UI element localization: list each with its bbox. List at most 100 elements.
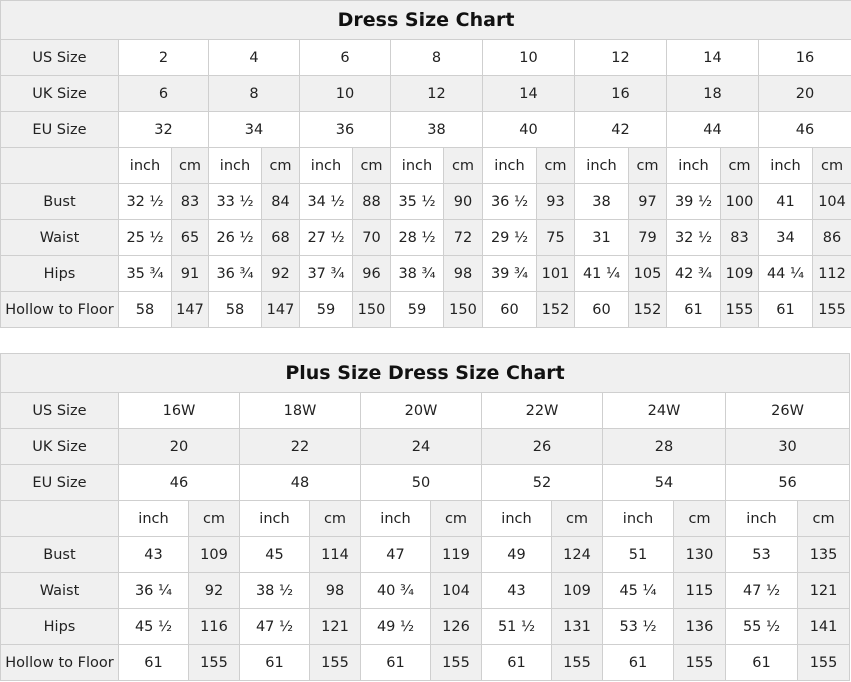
- uk-size-cell: 20: [118, 428, 240, 465]
- value-cm: 155: [673, 644, 726, 681]
- unit-cm: cm: [628, 147, 667, 184]
- value-inch: 47 ½: [239, 608, 310, 645]
- unit-row: inch cm inch cm inch cm inch cm inch cm inch cm: [0, 500, 851, 537]
- uk-size-cell: 14: [482, 75, 575, 112]
- uk-size-cell: 8: [208, 75, 300, 112]
- row-label-empty: [0, 147, 119, 184]
- uk-size-cell: 22: [239, 428, 361, 465]
- uk-size-row: UK Size 6 8 10 12 14 16 18 20: [0, 75, 851, 112]
- value-cm: 92: [261, 255, 300, 292]
- measure-row: Bust 43 109 45 114 47 119 49 124 51 130 53 135: [0, 536, 851, 573]
- unit-cm: cm: [673, 500, 726, 537]
- eu-size-cell: 32: [118, 111, 209, 148]
- value-cm: 96: [352, 255, 391, 292]
- value-inch: 37 ¾: [299, 255, 353, 292]
- us-size-cell: 24W: [602, 392, 726, 429]
- value-cm: 131: [551, 608, 603, 645]
- us-size-cell: 22W: [481, 392, 603, 429]
- value-inch: 33 ½: [208, 183, 262, 220]
- value-inch: 34 ½: [299, 183, 353, 220]
- us-size-cell: 20W: [360, 392, 482, 429]
- value-cm: 109: [720, 255, 759, 292]
- value-cm: 93: [536, 183, 575, 220]
- eu-size-row: EU Size 32 34 36 38 40 42 44 46: [0, 111, 851, 148]
- eu-size-cell: 38: [390, 111, 483, 148]
- value-cm: 152: [536, 291, 575, 328]
- unit-inch: inch: [602, 500, 674, 537]
- value-cm: 84: [261, 183, 300, 220]
- value-inch: 45 ½: [118, 608, 189, 645]
- value-inch: 61: [758, 291, 813, 328]
- value-inch: 41: [758, 183, 813, 220]
- value-inch: 53 ½: [602, 608, 674, 645]
- unit-inch: inch: [390, 147, 444, 184]
- value-cm: 100: [720, 183, 759, 220]
- value-cm: 98: [309, 572, 361, 609]
- value-cm: 98: [443, 255, 483, 292]
- value-inch: 29 ½: [482, 219, 537, 256]
- measure-row: Waist 25 ½ 65 26 ½ 68 27 ½ 70 28 ½ 72 29 ½ 75 31 79 3…: [0, 219, 851, 256]
- eu-size-cell: 50: [360, 464, 482, 501]
- value-inch: 42 ¾: [666, 255, 721, 292]
- value-inch: 51 ½: [481, 608, 552, 645]
- unit-cm: cm: [720, 147, 759, 184]
- unit-inch: inch: [360, 500, 431, 537]
- eu-size-cell: 36: [299, 111, 391, 148]
- unit-cm: cm: [430, 500, 482, 537]
- unit-inch: inch: [481, 500, 552, 537]
- us-size-cell: 26W: [724, 392, 851, 429]
- value-cm: 92: [188, 572, 240, 609]
- us-size-cell: 6: [299, 39, 391, 76]
- value-inch: 36 ¾: [208, 255, 262, 292]
- value-cm: 152: [628, 291, 667, 328]
- value-cm: 112: [811, 255, 851, 292]
- value-cm: 124: [551, 536, 603, 573]
- value-inch: 61: [602, 644, 674, 681]
- value-cm: 75: [536, 219, 575, 256]
- eu-size-cell: 34: [208, 111, 300, 148]
- value-cm: 70: [352, 219, 391, 256]
- value-inch: 40 ¾: [360, 572, 431, 609]
- value-inch: 59: [299, 291, 353, 328]
- us-size-cell: 12: [574, 39, 667, 76]
- value-inch: 38 ½: [239, 572, 310, 609]
- measure-row: Hollow to Floor 61 155 61 155 61 155 61 155 61 155…: [0, 644, 851, 681]
- eu-size-cell: 46: [757, 111, 851, 148]
- value-cm: 147: [261, 291, 300, 328]
- value-inch: 61: [481, 644, 552, 681]
- value-cm: 126: [430, 608, 482, 645]
- value-cm: 121: [796, 572, 851, 609]
- value-cm: 97: [628, 183, 667, 220]
- row-label: Waist: [0, 219, 119, 256]
- chart-title: Dress Size Chart: [0, 0, 851, 40]
- us-size-row: US Size 16W 18W 20W 22W 24W 26W: [0, 392, 851, 429]
- row-label: US Size: [0, 39, 119, 76]
- value-cm: 109: [551, 572, 603, 609]
- value-cm: 86: [811, 219, 851, 256]
- uk-size-row: UK Size 20 22 24 26 28 30: [0, 428, 851, 465]
- us-size-cell: 18W: [239, 392, 361, 429]
- value-inch: 43: [118, 536, 189, 573]
- value-cm: 104: [430, 572, 482, 609]
- us-size-cell: 2: [118, 39, 209, 76]
- value-cm: 141: [796, 608, 851, 645]
- uk-size-cell: 28: [602, 428, 726, 465]
- value-cm: 109: [188, 536, 240, 573]
- eu-size-cell: 54: [602, 464, 726, 501]
- value-cm: 147: [171, 291, 209, 328]
- row-label: Hollow to Floor: [0, 291, 119, 328]
- value-inch: 61: [725, 644, 798, 681]
- value-inch: 39 ½: [666, 183, 721, 220]
- uk-size-cell: 18: [666, 75, 759, 112]
- value-inch: 60: [574, 291, 629, 328]
- value-cm: 155: [811, 291, 851, 328]
- value-cm: 155: [309, 644, 361, 681]
- dress-size-chart-table: Dress Size Chart US Size 2 4 6 8 10 12 14 16 UK Si…: [0, 0, 851, 328]
- eu-size-cell: 40: [482, 111, 575, 148]
- value-inch: 61: [239, 644, 310, 681]
- value-inch: 35 ¾: [118, 255, 172, 292]
- unit-inch: inch: [758, 147, 813, 184]
- value-inch: 38: [574, 183, 629, 220]
- value-cm: 155: [188, 644, 240, 681]
